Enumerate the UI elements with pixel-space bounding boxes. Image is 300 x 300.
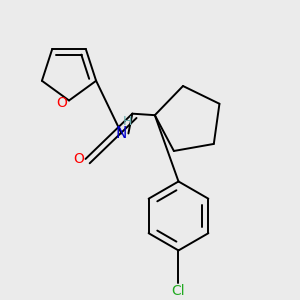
Text: O: O [74,152,84,166]
Text: H: H [123,115,132,128]
Text: O: O [56,96,67,110]
Text: Cl: Cl [172,284,185,298]
Text: N: N [116,126,127,141]
